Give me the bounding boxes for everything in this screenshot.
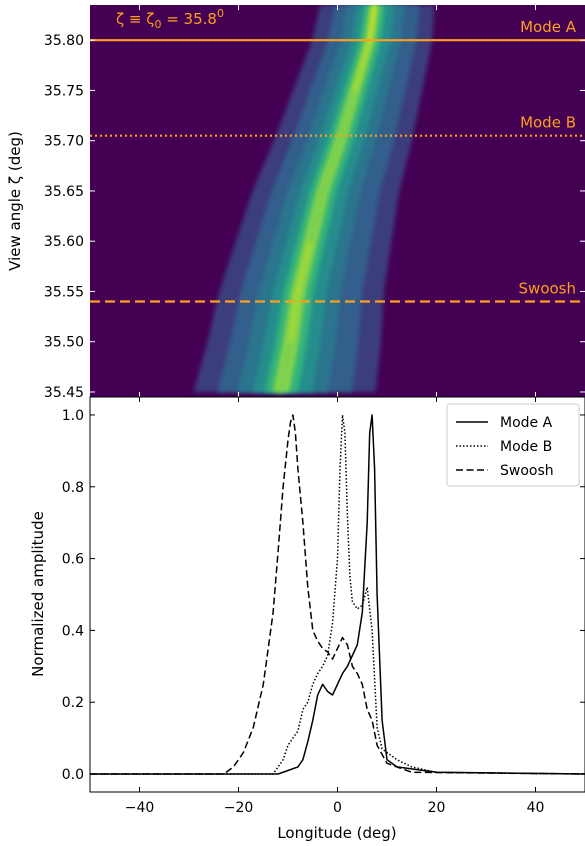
series-mode-b <box>90 414 585 775</box>
line-y-tick-label: 0.4 <box>62 623 84 639</box>
heatmap-ridge-core <box>353 38 372 92</box>
line-x-tick-label: 0 <box>333 800 342 816</box>
line-y-ticks: 0.0 0.2 0.4 0.6 0.8 1.0 <box>62 408 585 783</box>
line-x-tick-label: −20 <box>224 800 254 816</box>
line-y-axis-label: Normalized amplitude <box>29 511 47 677</box>
reference-label-swoosh: Swoosh <box>519 280 576 298</box>
heatmap-y-tick-label: 35.75 <box>44 83 84 99</box>
legend-box <box>446 403 580 487</box>
heatmap-band-5 <box>272 5 381 392</box>
heatmap-ridge-core <box>321 139 342 193</box>
line-x-ticks: −40 −20 0 20 40 <box>125 397 545 816</box>
heatmap-y-tick-label: 35.65 <box>44 184 84 200</box>
line-x-tick-label: 20 <box>428 800 446 816</box>
line-x-tick-label: 40 <box>527 800 545 816</box>
heatmap-ridge-core <box>279 340 292 394</box>
line-x-axis-label: Longitude (deg) <box>277 824 396 842</box>
heatmap-y-tick-label: 35.45 <box>44 385 84 401</box>
line-y-tick-label: 0.2 <box>62 695 84 711</box>
series-mode-a <box>90 414 585 775</box>
heatmap-y-axis-label: View angle ζ (deg) <box>6 131 24 271</box>
reference-lines <box>90 39 585 303</box>
line-y-tick-label: 0.8 <box>62 480 84 496</box>
line-x-tick-label: −40 <box>125 800 155 816</box>
line-y-tick-label: 1.0 <box>62 408 84 424</box>
heatmap-y-tick-label: 35.60 <box>44 234 84 250</box>
reference-line-labels: Mode A Mode B Swoosh <box>519 18 577 297</box>
legend-label: Mode B <box>500 439 552 455</box>
reference-label-mode-a: Mode A <box>520 18 577 36</box>
heatmap-ridge <box>193 5 434 394</box>
line-y-tick-label: 0.6 <box>62 552 84 568</box>
zeta-annotation: ζ ≡ ζ0 = 35.80 <box>116 7 224 31</box>
legend-label: Mode A <box>500 415 553 431</box>
heatmap-ridge-core <box>368 5 377 42</box>
heatmap-ridge-core <box>296 239 312 293</box>
series-swoosh <box>90 414 585 775</box>
heatmap-x-ticks <box>139 5 536 397</box>
reference-label-mode-b: Mode B <box>520 114 576 132</box>
line-y-tick-label: 0.0 <box>62 767 84 783</box>
legend-label: Swoosh <box>500 463 554 479</box>
heatmap-y-tick-label: 35.50 <box>44 335 84 351</box>
heatmap-y-tick-label: 35.80 <box>44 33 84 49</box>
line-panel: −40 −20 0 20 40 0.0 0.2 0.4 0.6 0.8 1.0 Longitude… <box>29 396 585 842</box>
heatmap-ridge-core <box>308 189 325 243</box>
heatmap-ridge-core <box>288 289 300 344</box>
legend: Mode A Mode B Swoosh <box>446 403 580 487</box>
heatmap-ridge-core <box>338 88 357 143</box>
heatmap-y-tick-label: 35.70 <box>44 134 84 150</box>
heatmap-y-tick-label: 35.55 <box>44 284 84 300</box>
heatmap-y-ticks: 35.45 35.50 35.55 35.60 35.65 35.70 35.75 35.80 <box>44 33 585 401</box>
line-series <box>90 414 585 775</box>
